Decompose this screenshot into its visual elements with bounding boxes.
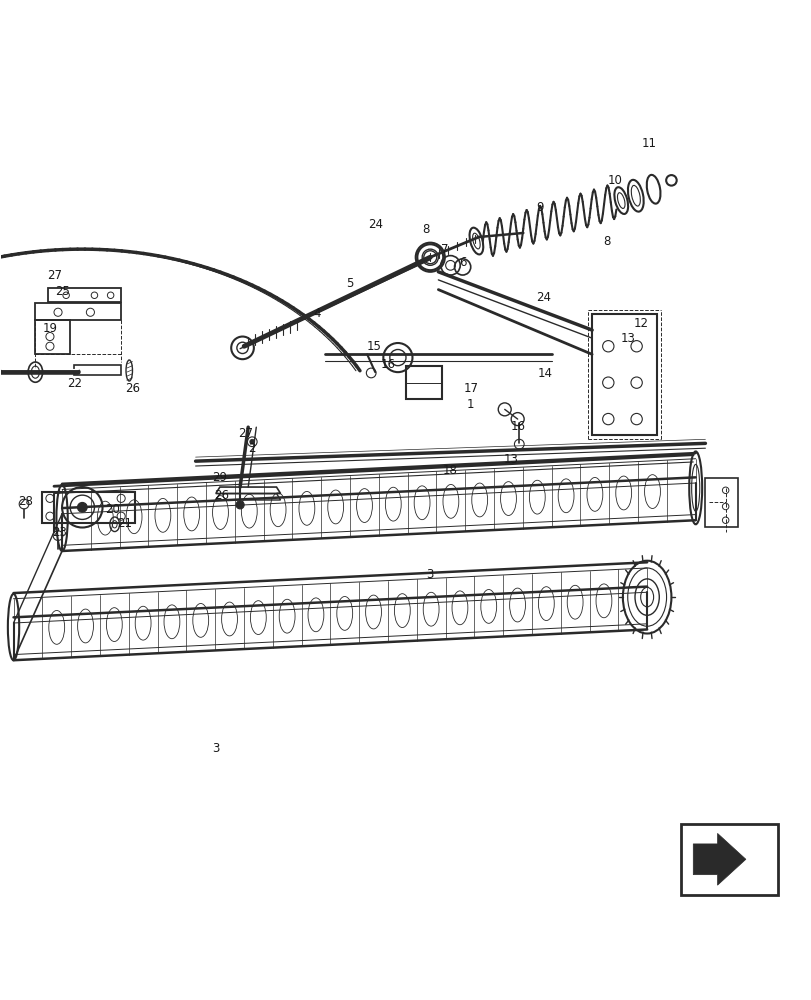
- Text: 13: 13: [620, 332, 635, 345]
- Text: 28: 28: [18, 495, 33, 508]
- Text: 7: 7: [440, 243, 448, 256]
- Text: 24: 24: [535, 291, 551, 304]
- Text: 4: 4: [313, 307, 320, 320]
- Text: 10: 10: [607, 174, 621, 187]
- Text: 3: 3: [212, 742, 219, 755]
- Text: 25: 25: [55, 285, 71, 298]
- Text: 27: 27: [47, 269, 62, 282]
- Text: 8: 8: [422, 223, 429, 236]
- Text: 23: 23: [52, 526, 67, 539]
- Text: 6: 6: [458, 256, 466, 269]
- Text: 13: 13: [503, 453, 518, 466]
- Text: 14: 14: [537, 367, 552, 380]
- Text: 16: 16: [509, 420, 525, 433]
- Text: 17: 17: [462, 382, 478, 395]
- Text: 9: 9: [535, 201, 543, 214]
- Text: 21: 21: [117, 517, 131, 530]
- Text: 20: 20: [105, 503, 120, 516]
- Text: 24: 24: [367, 218, 382, 231]
- Text: 26: 26: [125, 382, 139, 395]
- Circle shape: [250, 439, 255, 444]
- Text: 12: 12: [633, 317, 647, 330]
- Text: 5: 5: [345, 277, 353, 290]
- Text: 27: 27: [238, 427, 253, 440]
- Text: 29: 29: [212, 471, 227, 484]
- Text: 19: 19: [42, 322, 58, 335]
- Text: 2: 2: [248, 442, 255, 455]
- Text: 26: 26: [214, 489, 229, 502]
- Text: 18: 18: [443, 464, 457, 477]
- Circle shape: [77, 502, 87, 512]
- Polygon shape: [693, 833, 745, 885]
- Circle shape: [236, 501, 244, 509]
- Text: 1: 1: [466, 398, 474, 411]
- Text: 8: 8: [603, 235, 610, 248]
- Text: 16: 16: [380, 358, 395, 371]
- Text: 11: 11: [641, 137, 655, 150]
- Text: 22: 22: [67, 377, 82, 390]
- Text: 3: 3: [426, 568, 433, 581]
- Text: 15: 15: [366, 340, 380, 353]
